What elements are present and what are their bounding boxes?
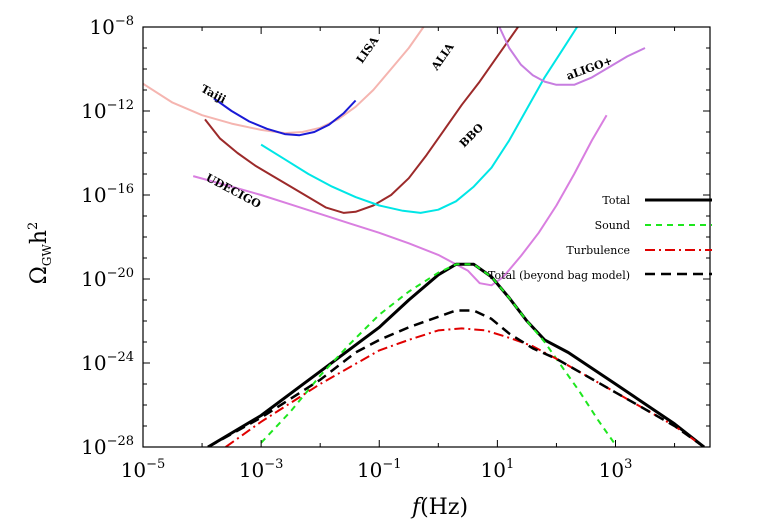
x-tick-label: 10−1 <box>357 457 402 482</box>
series-line-total <box>207 262 706 447</box>
y-tick-label: 10−28 <box>81 434 134 459</box>
legend: Total Sound Turbulence Total (beyond bag… <box>488 194 712 282</box>
sensitivity-curve-alia <box>204 27 519 214</box>
y-tick-label: 10−20 <box>81 266 134 291</box>
legend-label-turbulence: Turbulence <box>566 244 630 257</box>
detector-label-lisa: Taiji <box>199 82 229 106</box>
y-axis-title-sup: 2 <box>26 222 41 230</box>
x-axis-title-unit: (Hz) <box>420 495 468 520</box>
legend-label-total: Total <box>602 194 630 207</box>
detector-label-alia: ALIA <box>428 40 457 73</box>
detector-label-udecigo: UDECIGO <box>204 171 264 211</box>
y-axis-title: ΩGWh2 <box>26 222 54 285</box>
detector-label-bbo: BBO <box>457 121 487 151</box>
series-line-sound <box>260 263 617 446</box>
sensitivity-curve-udecigo <box>192 114 608 287</box>
y-tick-label: 10−24 <box>81 350 134 375</box>
y-axis-title-h: h <box>27 230 52 244</box>
y-axis-title-sub: GW <box>40 243 54 266</box>
legend-label-sound: Sound <box>595 219 630 232</box>
y-axis-title-omega: Ω <box>27 266 52 284</box>
x-axis-title: f(Hz) <box>410 495 468 520</box>
sensitivity-curve-bbo <box>260 27 578 214</box>
x-tick-label: 10−5 <box>121 457 166 482</box>
legend-label-beyond-bag: Total (beyond bag model) <box>488 269 630 282</box>
y-tick-label: 10−16 <box>81 182 134 207</box>
x-tick-label: 103 <box>599 457 633 482</box>
sensitivity-curve-lisa <box>143 27 425 135</box>
sensitivity-curve-aligo <box>498 27 646 86</box>
y-tick-label: 10−12 <box>81 98 134 123</box>
x-tick-label: 10−3 <box>239 457 284 482</box>
series-line-total-beyond-bag-model <box>207 309 705 447</box>
y-tick-label: 10−8 <box>89 14 134 39</box>
sensitivity-curve-taiji <box>213 97 357 137</box>
detector-label-taiji: LISA <box>354 34 382 66</box>
plot-frame <box>142 26 711 448</box>
x-tick-label: 101 <box>481 457 515 482</box>
